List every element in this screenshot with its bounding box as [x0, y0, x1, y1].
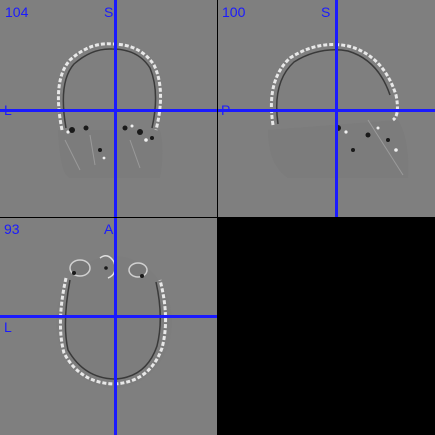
- orientation-superior-label: S: [321, 4, 331, 20]
- orientation-superior-label: S: [104, 4, 114, 20]
- orientation-posterior-label: P: [221, 102, 231, 118]
- empty-view: [218, 218, 435, 435]
- axial-view[interactable]: 93 A L: [0, 218, 217, 435]
- orientation-left-label: L: [4, 102, 12, 118]
- slice-number: 104: [5, 4, 29, 20]
- crosshair-vertical[interactable]: [335, 0, 338, 217]
- coronal-view[interactable]: 104 S L: [0, 0, 217, 217]
- crosshair-horizontal[interactable]: [0, 315, 217, 318]
- crosshair-vertical[interactable]: [114, 0, 117, 217]
- orientation-anterior-label: A: [104, 221, 114, 237]
- coronal-skull-image: [56, 42, 163, 178]
- sagittal-view[interactable]: 100 S P: [218, 0, 435, 217]
- sagittal-skull-image: [268, 43, 409, 178]
- slice-number: 93: [4, 221, 20, 237]
- orientation-left-label: L: [4, 319, 12, 335]
- crosshair-horizontal[interactable]: [218, 109, 435, 112]
- crosshair-vertical[interactable]: [114, 218, 117, 435]
- crosshair-horizontal[interactable]: [0, 109, 217, 112]
- axial-skull-image: [56, 255, 172, 388]
- slice-number: 100: [222, 4, 246, 20]
